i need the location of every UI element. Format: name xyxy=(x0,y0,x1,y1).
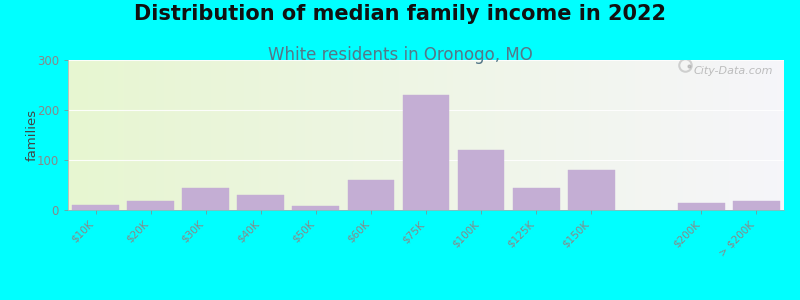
Text: City-Data.com: City-Data.com xyxy=(694,66,774,76)
Bar xyxy=(293,206,339,210)
Text: White residents in Oronogo, MO: White residents in Oronogo, MO xyxy=(268,46,532,64)
Y-axis label: families: families xyxy=(26,109,39,161)
Bar xyxy=(568,170,614,210)
Bar xyxy=(733,201,780,210)
Bar xyxy=(458,150,505,210)
Bar xyxy=(72,205,119,210)
Bar xyxy=(127,201,174,210)
Text: Distribution of median family income in 2022: Distribution of median family income in … xyxy=(134,4,666,25)
Bar xyxy=(678,202,725,210)
Bar xyxy=(238,195,284,210)
Bar xyxy=(402,95,450,210)
Bar xyxy=(347,180,394,210)
Bar xyxy=(513,188,559,210)
Bar xyxy=(182,188,229,210)
